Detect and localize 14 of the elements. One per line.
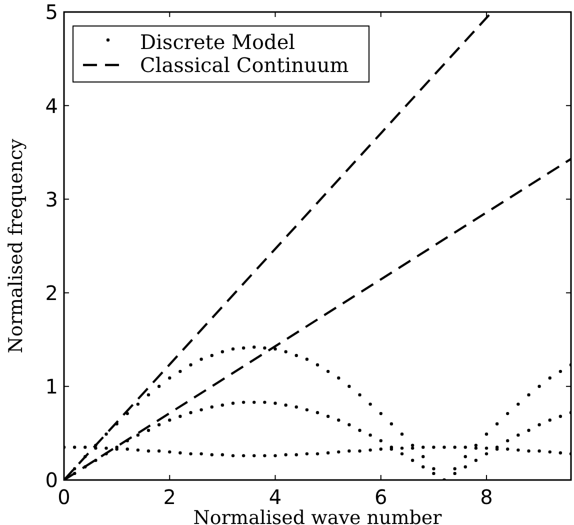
x-axis-title: Normalised wave number <box>193 507 443 525</box>
x-tick-label: 2 <box>163 485 176 509</box>
y-tick-label: 1 <box>45 374 58 399</box>
y-tick-label: 4 <box>45 94 58 118</box>
y-tick-label: 5 <box>45 0 58 24</box>
x-tick-label: 8 <box>480 485 493 509</box>
legend-label: Classical Continuum <box>140 53 349 77</box>
x-tick-label: 6 <box>374 485 388 509</box>
legend-label: Discrete Model <box>140 30 296 54</box>
y-tick-label: 0 <box>45 468 58 492</box>
y-tick-label: 3 <box>45 187 58 212</box>
y-tick-label: 2 <box>45 281 58 305</box>
x-tick-label: 4 <box>268 485 282 509</box>
y-axis-title: Normalised frequency <box>5 138 27 354</box>
